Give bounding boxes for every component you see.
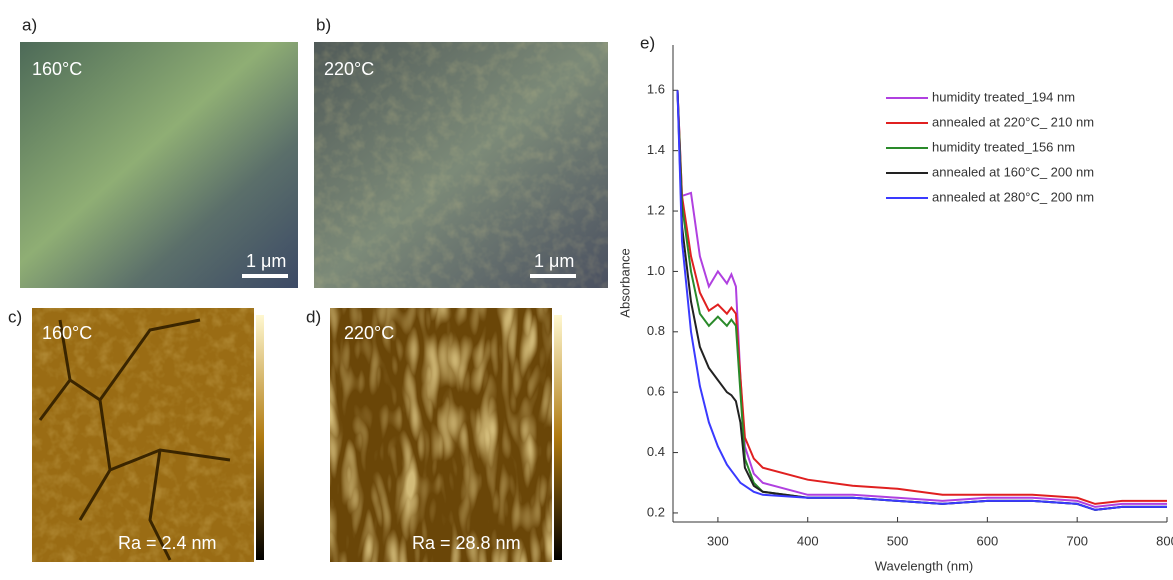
- legend-label: humidity treated_156 nm: [932, 139, 1075, 154]
- legend-label: annealed at 280°C_ 200 nm: [932, 189, 1094, 204]
- temperature-label: 220°C: [344, 323, 394, 343]
- scale-label: 1 μm: [534, 251, 574, 271]
- x-tick-label: 300: [707, 533, 729, 548]
- scale-label: 1 μm: [246, 251, 286, 271]
- temperature-label: 220°C: [324, 59, 374, 79]
- y-tick-label: 0.8: [647, 323, 665, 338]
- x-tick-label: 400: [797, 533, 819, 548]
- series-line: [676, 90, 1167, 505]
- panel-label: e): [640, 33, 655, 52]
- y-tick-label: 1.2: [647, 202, 665, 217]
- color-bar: [256, 315, 264, 560]
- texture: [330, 308, 552, 562]
- y-tick-label: 1.6: [647, 82, 665, 97]
- series-line: [676, 90, 1167, 508]
- x-tick-label: 800: [1156, 533, 1173, 548]
- legend-label: humidity treated_194 nm: [932, 89, 1075, 104]
- series-line: [676, 90, 1167, 511]
- series-line: [676, 90, 1167, 511]
- x-tick-label: 500: [887, 533, 909, 548]
- legend-label: annealed at 220°C_ 210 nm: [932, 114, 1094, 129]
- x-axis-label: Wavelength (nm): [875, 558, 974, 573]
- x-tick-label: 700: [1066, 533, 1088, 548]
- series-line: [676, 90, 1167, 511]
- roughness-label: Ra = 2.4 nm: [118, 533, 217, 553]
- y-tick-label: 0.2: [647, 504, 665, 519]
- temperature-label: 160°C: [32, 59, 82, 79]
- y-tick-label: 1.0: [647, 263, 665, 278]
- x-tick-label: 600: [977, 533, 999, 548]
- color-bar: [554, 315, 562, 560]
- panel-label: a): [22, 15, 37, 34]
- grain-boundary: [38, 318, 231, 561]
- temperature-label: 160°C: [42, 323, 92, 343]
- y-tick-label: 1.4: [647, 142, 665, 157]
- roughness-label: Ra = 28.8 nm: [412, 533, 521, 553]
- micrograph: [20, 42, 298, 288]
- y-axis-label: Absorbance: [617, 248, 632, 317]
- panel-label: b): [316, 15, 331, 34]
- texture: [32, 308, 254, 562]
- panel-label: d): [306, 307, 321, 326]
- legend-label: annealed at 160°C_ 200 nm: [932, 164, 1094, 179]
- texture: [314, 42, 608, 288]
- panel-label: c): [8, 307, 22, 326]
- y-tick-label: 0.4: [647, 444, 665, 459]
- y-tick-label: 0.6: [647, 384, 665, 399]
